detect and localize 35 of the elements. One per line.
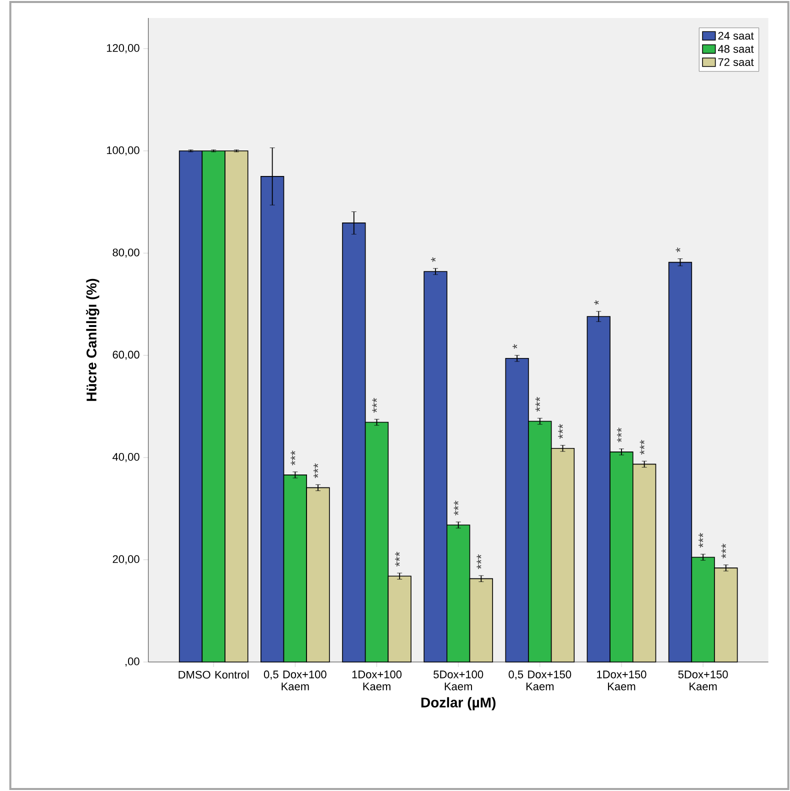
data-label: *** xyxy=(640,440,644,455)
data-label: *** xyxy=(616,428,622,442)
x-tick-label: 5Dox+100 Kaem xyxy=(433,670,483,690)
legend-label: 72 saat xyxy=(718,58,754,66)
x-tick-label: 0,5 Dox+100 Kaem xyxy=(264,670,326,690)
data-label: *** xyxy=(698,532,704,548)
x-tick-label: 0,5 Dox+150 Kaem xyxy=(508,670,571,690)
x-tick-label: 5Dox+150 Kaem xyxy=(678,670,728,690)
data-label: * xyxy=(594,300,599,305)
data-label: * xyxy=(676,248,680,252)
y-tick-label: ,00 xyxy=(125,657,140,667)
y-tick-label: 20,00 xyxy=(112,555,140,564)
y-tick-label: 40,00 xyxy=(112,453,140,462)
data-label: *** xyxy=(372,398,377,413)
data-label: *** xyxy=(535,396,540,412)
y-axis-title: Hücre Canlılığı (%) xyxy=(86,278,100,401)
data-label: * xyxy=(512,344,518,349)
y-tick-label: 120,00 xyxy=(106,44,140,54)
legend-label: 48 saat xyxy=(718,45,754,53)
x-tick-label: DMSO Kontrol xyxy=(178,670,248,679)
data-label: *** xyxy=(394,552,400,567)
data-label: *** xyxy=(290,450,296,466)
data-label: *** xyxy=(721,544,726,558)
data-label: *** xyxy=(558,424,563,439)
legend-label: 24 saat xyxy=(718,32,754,40)
data-label: *** xyxy=(313,463,318,478)
data-label: *** xyxy=(454,500,458,516)
y-tick-label: 80,00 xyxy=(112,248,140,258)
data-label: *** xyxy=(476,554,482,570)
y-tick-label: 100,00 xyxy=(106,146,140,156)
x-tick-label: 1Dox+150 Kaem xyxy=(596,670,646,690)
data-label: * xyxy=(430,257,436,262)
x-tick-label: 1Dox+100 Kaem xyxy=(352,670,402,690)
x-axis-title: Dozlar (µM) xyxy=(421,697,496,710)
y-tick-label: 60,00 xyxy=(112,350,140,360)
